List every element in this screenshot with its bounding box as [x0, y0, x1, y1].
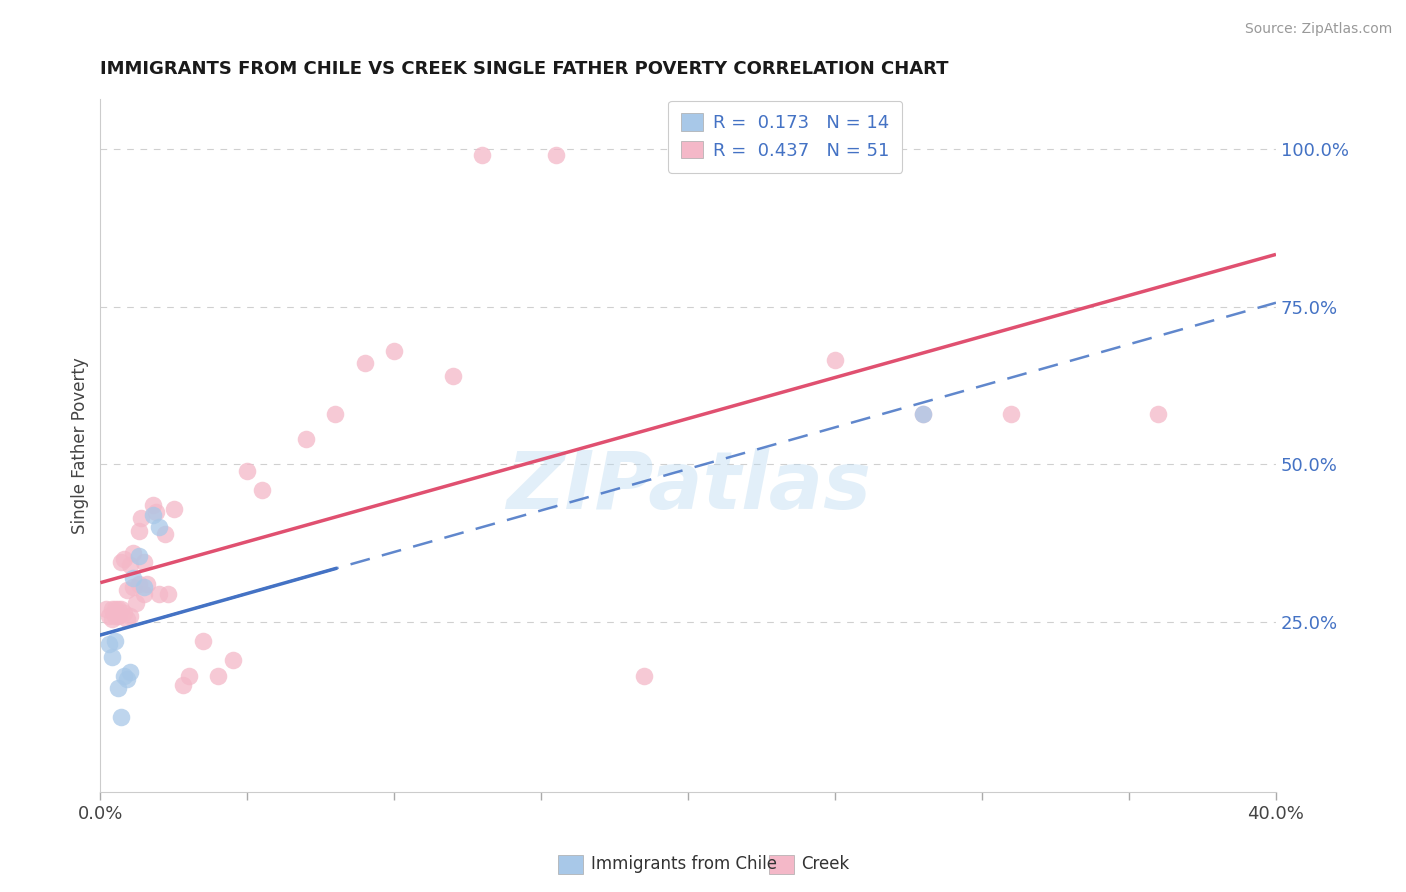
Point — [134, 555, 156, 569]
Point — [112, 606, 135, 620]
Point — [124, 596, 146, 610]
Point — [101, 602, 124, 616]
Point — [142, 499, 165, 513]
Point — [118, 608, 141, 623]
Point — [382, 343, 405, 358]
Point — [121, 571, 143, 585]
Point — [912, 407, 935, 421]
Point — [118, 558, 141, 573]
Point — [250, 483, 273, 497]
Point — [110, 709, 132, 723]
Point — [221, 653, 243, 667]
Point — [115, 672, 138, 686]
Point — [112, 552, 135, 566]
Point — [1147, 407, 1170, 421]
Text: ZIPatlas: ZIPatlas — [506, 448, 870, 526]
Point — [153, 526, 176, 541]
Point — [148, 587, 170, 601]
Point — [107, 681, 129, 696]
Point — [96, 602, 118, 616]
Point — [172, 678, 194, 692]
Point — [134, 587, 156, 601]
Y-axis label: Single Father Poverty: Single Father Poverty — [72, 357, 89, 533]
Point — [107, 602, 129, 616]
Point — [471, 148, 494, 162]
Point — [128, 577, 150, 591]
Point — [104, 634, 127, 648]
Point — [163, 501, 186, 516]
Point — [131, 511, 153, 525]
Point — [824, 353, 846, 368]
Point — [112, 668, 135, 682]
Point — [633, 668, 655, 682]
Point — [98, 637, 121, 651]
Point — [295, 432, 318, 446]
Text: Immigrants from Chile: Immigrants from Chile — [591, 855, 776, 873]
Legend: R =  0.173   N = 14, R =  0.437   N = 51: R = 0.173 N = 14, R = 0.437 N = 51 — [668, 101, 903, 173]
Point — [1000, 407, 1022, 421]
Point — [148, 520, 170, 534]
Point — [441, 369, 464, 384]
Point — [118, 665, 141, 680]
Point — [101, 649, 124, 664]
Point — [107, 608, 129, 623]
Point — [128, 549, 150, 563]
Point — [101, 612, 124, 626]
Point — [236, 464, 259, 478]
Point — [121, 546, 143, 560]
Point — [145, 505, 167, 519]
Point — [115, 612, 138, 626]
Point — [544, 148, 567, 162]
Point — [207, 668, 229, 682]
Point — [98, 608, 121, 623]
Point — [354, 356, 377, 370]
Point — [325, 407, 347, 421]
Point — [110, 602, 132, 616]
Point — [104, 608, 127, 623]
Point — [912, 407, 935, 421]
Point — [104, 602, 127, 616]
Point — [156, 587, 179, 601]
Point — [136, 577, 159, 591]
Text: Creek: Creek — [801, 855, 849, 873]
Point — [115, 583, 138, 598]
Point — [142, 508, 165, 522]
Point — [110, 555, 132, 569]
Text: IMMIGRANTS FROM CHILE VS CREEK SINGLE FATHER POVERTY CORRELATION CHART: IMMIGRANTS FROM CHILE VS CREEK SINGLE FA… — [100, 60, 949, 78]
Point — [193, 634, 215, 648]
Text: Source: ZipAtlas.com: Source: ZipAtlas.com — [1244, 22, 1392, 37]
Point — [134, 580, 156, 594]
Point — [107, 608, 129, 623]
Point — [177, 668, 200, 682]
Point — [121, 580, 143, 594]
Point — [128, 524, 150, 538]
